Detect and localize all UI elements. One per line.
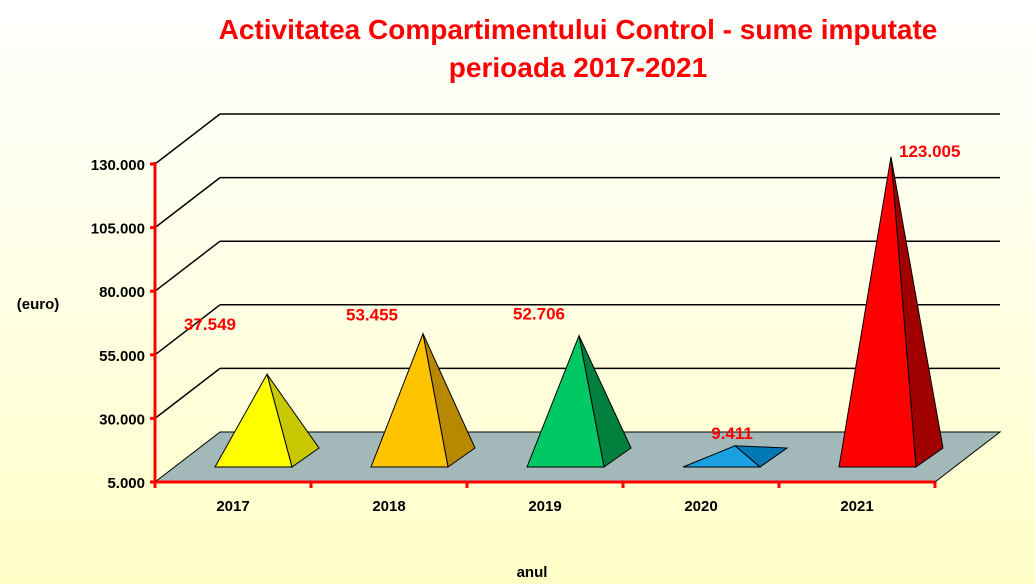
gridline-diagonal — [154, 367, 221, 419]
x-tick-label: 2018 — [372, 498, 405, 515]
gridline-diagonal — [154, 240, 221, 292]
y-tick-label: 80.000 — [99, 284, 145, 301]
chart-title-line1: Activitatea Compartimentului Control - s… — [219, 14, 938, 45]
x-tick-label: 2017 — [216, 498, 249, 515]
gridline-diagonal — [154, 113, 221, 165]
data-label-2021: 123.005 — [899, 142, 960, 161]
x-axis-label: anul — [517, 564, 548, 581]
pyramid-2019 — [526, 333, 605, 468]
data-label-2018: 53.455 — [346, 306, 398, 325]
data-label-2019: 52.706 — [513, 305, 565, 324]
y-axis-label: (euro) — [17, 296, 60, 313]
y-tick-label: 5.000 — [107, 475, 145, 492]
y-tick-label: 105.000 — [91, 221, 145, 238]
pyramid-2017 — [214, 372, 293, 468]
gridline-diagonal — [154, 177, 221, 229]
y-tick-label: 55.000 — [99, 348, 145, 365]
data-label-2020: 9.411 — [711, 424, 753, 443]
y-tick-label: 30.000 — [99, 411, 145, 428]
gridline-diagonal — [154, 304, 221, 356]
chart-title-line2: perioada 2017-2021 — [449, 52, 707, 83]
pyramid-2020 — [682, 445, 762, 468]
x-tick-label: 2019 — [528, 498, 561, 515]
data-label-2017: 37.549 — [184, 315, 236, 334]
pyramid-2018 — [370, 331, 449, 468]
y-tick-label: 130.000 — [91, 157, 145, 174]
x-tick-label: 2020 — [684, 498, 717, 515]
x-tick-label: 2021 — [840, 498, 873, 515]
pyramid-2021 — [838, 156, 917, 468]
